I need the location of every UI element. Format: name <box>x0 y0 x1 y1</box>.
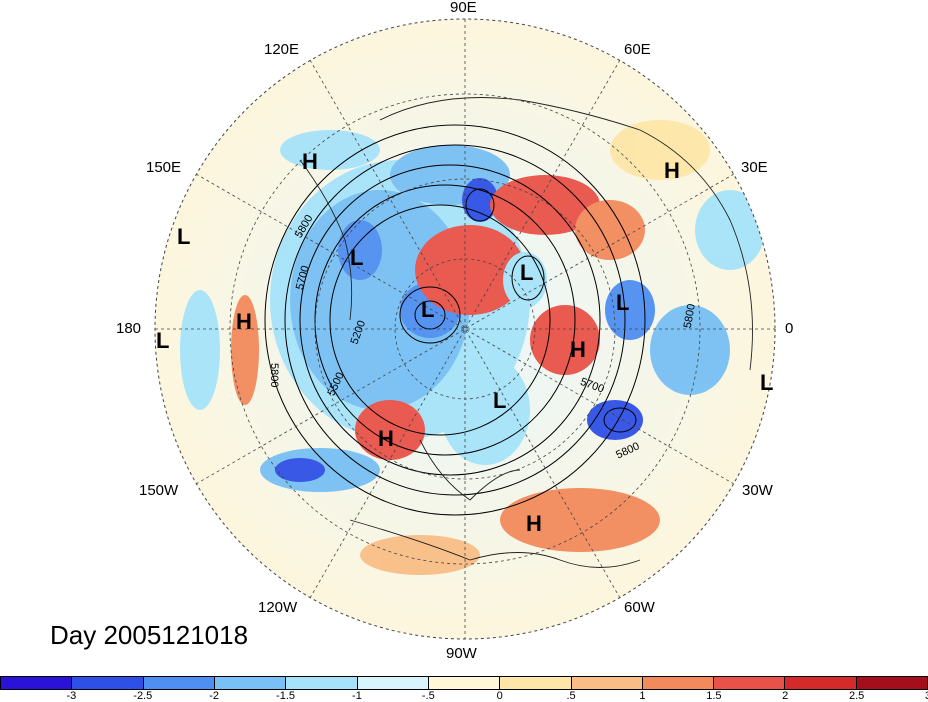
low-pressure-marker: L <box>421 297 435 322</box>
colorbar <box>0 676 928 690</box>
colorbar-swatch <box>571 677 643 689</box>
map-border <box>154 18 776 640</box>
colorbar-tick-label: 1 <box>639 690 646 702</box>
colorbar-tick-label: -2.5 <box>133 690 153 702</box>
low-pressure-marker: L <box>616 290 630 315</box>
contour-label: 5800 <box>682 303 698 329</box>
lon-label-0: 0 <box>785 320 794 337</box>
colorbar-tick-label: -1 <box>352 690 362 702</box>
graticule <box>155 19 775 639</box>
low-pressure-marker: L <box>760 370 774 395</box>
colorbar-tick-label: -3 <box>66 690 77 702</box>
colorbar-swatch <box>72 677 144 689</box>
high-pressure-marker: H <box>664 158 680 183</box>
lon-label-60e: 60E <box>624 41 651 58</box>
contour-label: 5800 <box>268 363 280 387</box>
colorbar-swatch <box>214 677 287 689</box>
low-pressure-marker: L <box>177 224 191 249</box>
colorbar-swatch <box>500 677 572 689</box>
low-pressure-marker: L <box>520 260 534 285</box>
high-pressure-marker: H <box>236 309 252 334</box>
colorbar-swatch <box>785 677 857 689</box>
colorbar-swatch <box>856 677 928 689</box>
colorbar-tick-label: 0 <box>496 690 503 702</box>
low-pressure-marker: L <box>493 388 507 413</box>
low-pressure-marker: L <box>156 328 170 353</box>
lon-label-90e: 90E <box>450 0 477 16</box>
lon-label-180: 180 <box>116 320 142 337</box>
colorbar-swatch <box>143 677 215 689</box>
low-pressure-marker: L <box>350 245 364 270</box>
high-pressure-marker: H <box>570 337 586 362</box>
date-title: Day 2005121018 <box>50 620 249 650</box>
colorbar-tick-label: 1.5 <box>706 690 722 702</box>
lon-label-120w: 120W <box>258 599 298 616</box>
colorbar-tick-label: 2.5 <box>848 690 865 702</box>
high-pressure-marker: H <box>302 149 318 174</box>
height-contours <box>264 124 646 516</box>
colorbar-tick-label: -.5 <box>421 690 435 702</box>
colorbar-swatch <box>357 677 429 689</box>
colorbar-swatch <box>642 677 715 689</box>
lon-label-120e: 120E <box>264 41 300 58</box>
high-pressure-marker: H <box>378 426 394 451</box>
lon-label-150w: 150W <box>139 482 179 499</box>
colorbar-swatch <box>1 677 73 689</box>
lon-label-60w: 60W <box>624 599 655 616</box>
colorbar-swatch <box>714 677 786 689</box>
colorbar-tick-label: -2 <box>209 690 220 702</box>
colorbar-tick-label: 2 <box>782 690 789 702</box>
colorbar-tick-label: -1.5 <box>276 690 296 702</box>
lon-label-30w: 30W <box>742 482 773 499</box>
colorbar-swatch <box>428 677 501 689</box>
colorbar-swatch <box>286 677 358 689</box>
lon-label-30e: 30E <box>741 159 768 176</box>
colorbar-tick-label: 3 <box>925 690 928 702</box>
lon-label-150e: 150E <box>146 159 182 176</box>
high-pressure-marker: H <box>526 511 542 536</box>
colorbar-tick-label: .5 <box>566 690 576 702</box>
lon-label-90w: 90W <box>446 645 477 662</box>
